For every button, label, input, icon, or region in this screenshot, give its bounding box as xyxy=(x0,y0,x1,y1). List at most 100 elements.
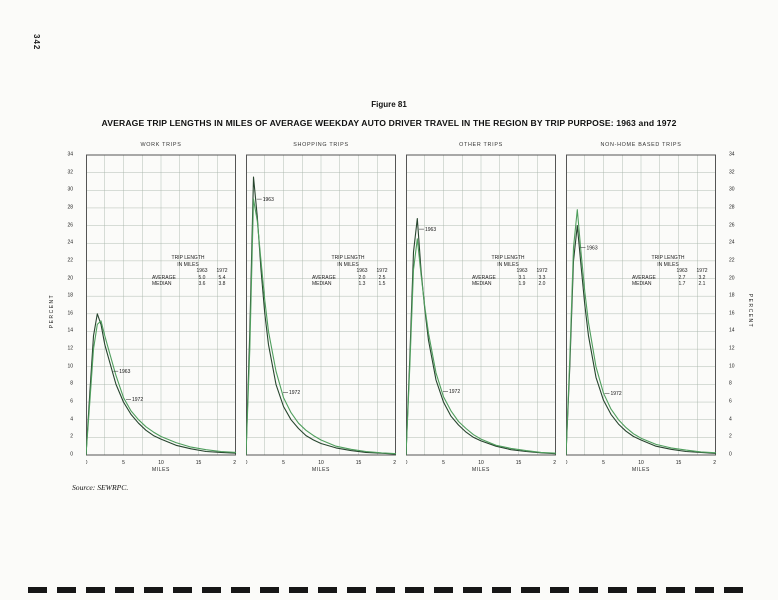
plot-area: 1963197205101520 TRIP LENGTH IN MILES196… xyxy=(86,152,236,469)
y-tick-label: 8 xyxy=(729,380,732,387)
value-median-1972: 1.5 xyxy=(378,281,386,287)
y-tick-label: 8 xyxy=(70,380,73,387)
y-tick-label: 2 xyxy=(70,433,73,440)
trip-length-inset-table: TRIP LENGTH IN MILES 1963 1972 AVERAGE 5.0 5.… xyxy=(144,255,232,288)
y-tick-label: 18 xyxy=(729,292,735,299)
inset-table-title: TRIP LENGTH IN MILES xyxy=(171,255,205,268)
y-tick-label: 4 xyxy=(70,416,73,423)
value-median-1963: 1.7 xyxy=(678,281,686,287)
y-axis-label-right: PERCENT xyxy=(747,293,753,328)
series-line-1963 xyxy=(86,313,236,456)
x-tick-labels: 0 5 10 15 20 xyxy=(406,460,556,466)
svg-text:20: 20 xyxy=(713,460,716,466)
line-chart-svg: 1963 1972 0 5 10 15 20 xyxy=(566,154,716,466)
chart-title: OTHER TRIPS xyxy=(459,142,503,148)
plot-frame xyxy=(86,154,236,456)
svg-text:10: 10 xyxy=(638,460,644,466)
y-axis-left: PERCENT 34 32 30 28 26 24 22 20 18 16 14 12 10 8 6 4 2 0 xyxy=(46,152,76,469)
series-line-1963 xyxy=(566,225,716,456)
y-tick-label: 6 xyxy=(729,398,732,405)
row-label-median: MEDIAN xyxy=(472,281,492,287)
chart-title: SHOPPING TRIPS xyxy=(293,142,349,148)
value-median-1963: 1.3 xyxy=(358,281,366,287)
inset-table-grid: 1963 1972 AVERAGE 2.7 3.2 MEDIAN 1.7 2.1 xyxy=(624,268,712,288)
inset-table-title: TRIP LENGTH IN MILES xyxy=(331,255,365,268)
series-line-1972 xyxy=(566,209,716,456)
y-tick-label: 34 xyxy=(729,151,735,158)
series-line-1972 xyxy=(406,238,556,456)
y-tick-label: 30 xyxy=(729,186,735,193)
y-tick-label: 22 xyxy=(67,257,73,264)
chart-shopping-trips: SHOPPING TRIPS 1963 1972 0 5 10 15 20 TRIP LEN… xyxy=(246,138,396,473)
svg-text:15: 15 xyxy=(676,460,682,466)
value-average-1963: 2.0 xyxy=(358,274,366,281)
y-tick-label: 26 xyxy=(729,222,735,229)
svg-text:5: 5 xyxy=(442,460,445,466)
y-tick-label: 10 xyxy=(67,363,73,370)
svg-text:10: 10 xyxy=(318,460,324,466)
inset-table-grid: 1963 1972 AVERAGE 3.1 3.3 MEDIAN 1.9 2.0 xyxy=(464,268,552,288)
plot-area: 1963197205101520 TRIP LENGTH IN MILES196… xyxy=(406,152,556,469)
y-tick-label: 2 xyxy=(729,433,732,440)
y-tick-label: 12 xyxy=(67,345,73,352)
value-average-1972: 5.4 xyxy=(218,274,226,281)
svg-text:5: 5 xyxy=(282,460,285,466)
value-average-1972: 3.2 xyxy=(698,274,706,281)
line-label-1972: 1972 xyxy=(132,397,143,403)
y-tick-label: 34 xyxy=(67,151,73,158)
x-tick-labels: 0 5 10 15 20 xyxy=(246,460,396,466)
y-tick-label: 20 xyxy=(729,275,735,282)
value-median-1972: 2.0 xyxy=(538,281,546,287)
column-header-1972: 1972 xyxy=(216,268,228,274)
y-axis-label-left: PERCENT xyxy=(49,293,55,328)
value-average-1963: 5.0 xyxy=(198,274,206,281)
svg-text:5: 5 xyxy=(602,460,605,466)
line-chart-svg: 1963 1972 0 5 10 15 20 xyxy=(406,154,556,466)
svg-text:20: 20 xyxy=(393,460,396,466)
svg-text:5: 5 xyxy=(122,460,125,466)
x-axis-title: MILES xyxy=(471,467,490,473)
x-axis-title: MILES xyxy=(311,467,330,473)
svg-text:0: 0 xyxy=(406,460,408,466)
chart-title: WORK TRIPS xyxy=(140,142,182,148)
x-axis-title: MILES xyxy=(151,467,170,473)
trip-length-inset-table: TRIP LENGTH IN MILES 1963 1972 AVERAGE 2.7 3.… xyxy=(624,255,712,288)
value-median-1963: 1.9 xyxy=(518,281,526,287)
plot-frame xyxy=(246,154,396,456)
chart-other-trips: OTHER TRIPS 1963 1972 0 5 10 15 20 TRIP LENGTH… xyxy=(406,138,556,473)
y-tick-label: 4 xyxy=(729,416,732,423)
y-tick-label: 6 xyxy=(70,398,73,405)
svg-text:15: 15 xyxy=(356,460,362,466)
value-median-1963: 3.6 xyxy=(198,281,206,287)
y-tick-label: 0 xyxy=(729,451,732,458)
line-chart-svg: 1963 1972 0 5 10 15 20 xyxy=(246,154,396,466)
line-chart-svg: 1963 1972 0 5 10 15 20 xyxy=(86,154,236,466)
plot-area: 1963197205101520 TRIP LENGTH IN MILES196… xyxy=(566,152,716,469)
y-tick-label: 20 xyxy=(67,275,73,282)
y-tick-label: 0 xyxy=(70,451,73,458)
y-tick-label: 14 xyxy=(67,327,73,334)
line-label-1963: 1963 xyxy=(119,369,130,375)
chart-non-home-based-trips: NON-HOME BASED TRIPS 1963 1972 0 5 10 15 20 TR… xyxy=(566,138,716,473)
y-tick-label: 24 xyxy=(67,239,73,246)
svg-text:15: 15 xyxy=(196,460,202,466)
value-median-1972: 3.8 xyxy=(218,281,226,287)
column-header-1972: 1972 xyxy=(696,268,708,274)
line-label-1963: 1963 xyxy=(587,245,598,251)
line-label-1972: 1972 xyxy=(449,389,460,395)
svg-text:10: 10 xyxy=(478,460,484,466)
y-tick-label: 26 xyxy=(67,222,73,229)
trip-length-inset-table: TRIP LENGTH IN MILES 1963 1972 AVERAGE 3.1 3.… xyxy=(464,255,552,288)
source-note: Source: SEWRPC. xyxy=(72,483,129,492)
spacer xyxy=(144,269,192,275)
line-label-1972: 1972 xyxy=(611,391,622,397)
x-tick-labels: 0 5 10 15 20 xyxy=(566,460,716,466)
row-label-average: AVERAGE xyxy=(152,274,176,281)
column-header-1972: 1972 xyxy=(536,268,548,274)
y-tick-label: 12 xyxy=(729,345,735,352)
y-tick-label: 24 xyxy=(729,239,735,246)
y-tick-label: 16 xyxy=(67,310,73,317)
y-tick-label: 22 xyxy=(729,257,735,264)
figure-label: Figure 81 xyxy=(371,100,407,109)
